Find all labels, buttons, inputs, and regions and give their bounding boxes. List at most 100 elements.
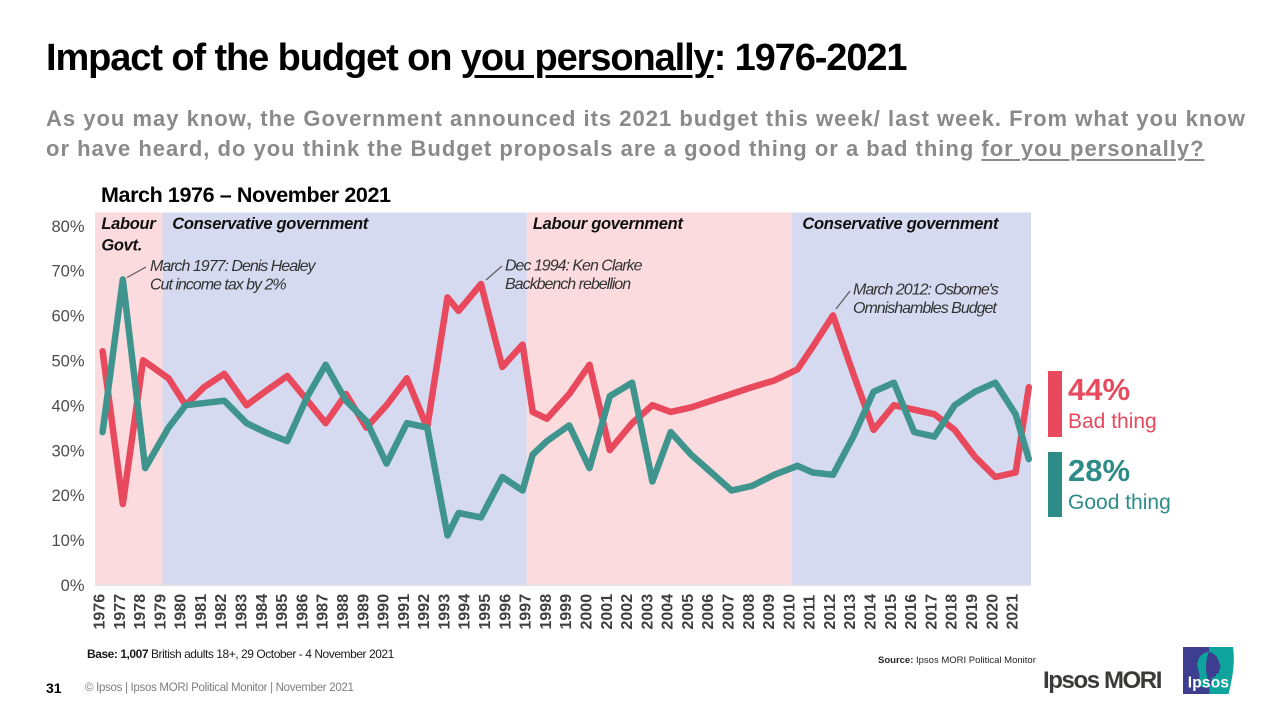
ipsos-logo: Ipsos xyxy=(1183,647,1234,694)
y-tick-label: 40% xyxy=(51,397,84,415)
series-line-good-thing xyxy=(99,276,1033,539)
x-tick-label: 2004 xyxy=(660,594,677,630)
annotation-leader-line xyxy=(485,265,503,281)
x-tick-label: 2013 xyxy=(842,594,859,630)
x-tick-label: 1997 xyxy=(518,594,535,630)
annotation-text: Cut income tax by 2% xyxy=(150,277,286,294)
annotation-text: March 2012: Osborne's xyxy=(853,282,999,299)
x-tick-label: 1976 xyxy=(92,594,109,630)
x-tick-label: 2018 xyxy=(944,594,961,630)
page-number: 31 xyxy=(46,680,62,696)
x-tick-label: 2019 xyxy=(964,594,981,630)
x-tick-label: 1990 xyxy=(376,594,393,630)
x-tick-label: 2005 xyxy=(680,594,697,630)
base-note: Base: 1,007 British adults 18+, 29 Octob… xyxy=(87,647,394,661)
legend-value-good: 28% xyxy=(1068,453,1131,488)
x-tick-label: 2008 xyxy=(741,594,758,630)
x-tick-label: 2009 xyxy=(761,594,778,630)
brand-wordmark: Ipsos MORI xyxy=(1043,667,1162,694)
government-band-1 xyxy=(162,212,527,585)
logo-text: Ipsos xyxy=(1188,675,1229,692)
page-title-underlined: you personally xyxy=(460,37,715,79)
survey-question-underlined: for you personally? xyxy=(981,136,1205,161)
x-tick-label: 2000 xyxy=(578,594,595,630)
x-tick-label: 2001 xyxy=(599,594,616,630)
legend-swatch-good xyxy=(1048,452,1062,517)
source-note: Source: Ipsos MORI Political Monitor xyxy=(878,655,1036,666)
x-tick-label: 2015 xyxy=(883,594,900,630)
government-band-2 xyxy=(526,212,792,585)
annotation-leader-line xyxy=(835,290,851,310)
x-tick-label: 2002 xyxy=(619,594,636,630)
legend-value-bad: 44% xyxy=(1068,372,1131,407)
x-tick-label: 2012 xyxy=(822,594,839,630)
annotation-leader-line xyxy=(126,266,147,279)
x-tick-label: 2021 xyxy=(1005,594,1022,630)
legend-swatch-bad xyxy=(1048,371,1062,437)
page-title-pre: Impact of the budget on xyxy=(46,37,461,79)
base-label: Base: xyxy=(87,647,118,661)
x-tick-label: 1984 xyxy=(254,594,271,630)
survey-question: As you may know, the Government announce… xyxy=(46,104,1276,164)
y-tick-label: 10% xyxy=(51,532,84,550)
x-tick-label: 2017 xyxy=(923,594,940,630)
x-tick-label: 1978 xyxy=(132,594,149,630)
base-description: British adults 18+, 29 October - 4 Novem… xyxy=(148,647,394,661)
x-tick-label: 1982 xyxy=(213,594,230,630)
source-text: Ipsos MORI Political Monitor xyxy=(913,655,1036,666)
x-tick-label: 1977 xyxy=(112,594,129,630)
x-tick-label: 1996 xyxy=(497,594,514,630)
annotation-text: Omnishambles Budget xyxy=(853,300,997,317)
annotation-text: March 1977: Denis Healey xyxy=(150,258,317,275)
annotation-text: Backbench rebellion xyxy=(505,276,631,293)
x-tick-label: 2003 xyxy=(639,594,656,630)
x-tick-label: 2010 xyxy=(781,594,798,630)
chart-title: March 1976 – November 2021 xyxy=(101,183,391,207)
x-tick-label: 1987 xyxy=(315,594,332,630)
x-tick-label: 1985 xyxy=(274,594,291,630)
y-tick-label: 60% xyxy=(51,308,84,326)
band-label: Labour xyxy=(101,215,157,233)
band-label: Conservative government xyxy=(802,215,1000,233)
logo-face-back xyxy=(1197,652,1210,688)
y-tick-label: 0% xyxy=(61,577,85,595)
series-line-bad-thing xyxy=(99,280,1033,508)
copyright-note: © Ipsos | Ipsos MORI Political Monitor |… xyxy=(85,682,354,694)
x-tick-label: 1991 xyxy=(396,594,413,630)
x-tick-label: 1979 xyxy=(152,594,169,630)
y-tick-label: 80% xyxy=(51,218,84,236)
y-tick-label: 30% xyxy=(51,442,84,460)
x-tick-label: 1981 xyxy=(193,594,210,630)
logo-face-profile xyxy=(1206,652,1221,685)
y-tick-label: 20% xyxy=(51,487,84,505)
government-band-0 xyxy=(95,212,163,585)
y-tick-label: 50% xyxy=(51,353,84,371)
x-tick-label: 1994 xyxy=(457,594,474,630)
x-tick-label: 1988 xyxy=(335,594,352,630)
band-label: Labour government xyxy=(533,215,685,233)
base-size: 1,007 xyxy=(120,647,149,661)
x-tick-label: 1992 xyxy=(416,594,433,630)
page-title-post: : 1976-2021 xyxy=(713,37,908,79)
x-tick-label: 2014 xyxy=(863,594,880,630)
x-tick-label: 1998 xyxy=(538,594,555,630)
x-tick-label: 2007 xyxy=(720,594,737,630)
legend-label-good: Good thing xyxy=(1068,491,1171,514)
page-title: Impact of the budget on you personally: … xyxy=(46,37,1246,79)
annotation-text: Dec 1994: Ken Clarke xyxy=(505,258,643,275)
survey-question-line2: or have heard, do you think the Budget p… xyxy=(46,136,982,161)
y-tick-label: 70% xyxy=(51,263,84,281)
x-tick-label: 2016 xyxy=(903,594,920,630)
government-band-3 xyxy=(791,212,1031,585)
x-tick-label: 1999 xyxy=(558,594,575,630)
survey-question-line1: As you may know, the Government announce… xyxy=(46,106,1246,131)
band-label: Govt. xyxy=(101,236,142,254)
x-tick-label: 1995 xyxy=(477,594,494,630)
x-tick-label: 1980 xyxy=(173,594,190,630)
source-label: Source: xyxy=(878,655,914,666)
x-tick-label: 1986 xyxy=(294,594,311,630)
x-tick-label: 2020 xyxy=(984,594,1001,630)
x-tick-label: 1983 xyxy=(234,594,251,630)
x-tick-label: 1993 xyxy=(436,594,453,630)
